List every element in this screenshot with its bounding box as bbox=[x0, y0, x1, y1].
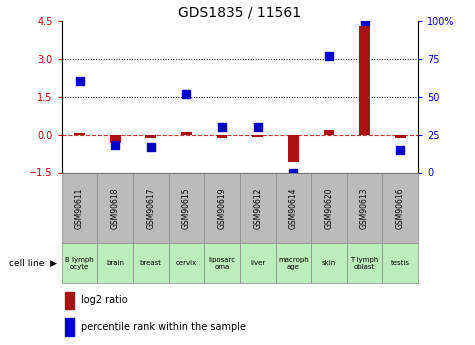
Bar bbox=[347, 172, 382, 243]
Text: GSM90617: GSM90617 bbox=[146, 187, 155, 229]
Bar bbox=[181, 132, 192, 135]
Bar bbox=[169, 172, 204, 243]
Text: brain: brain bbox=[106, 260, 124, 266]
Bar bbox=[133, 172, 169, 243]
Bar bbox=[145, 135, 156, 138]
Bar bbox=[240, 172, 276, 243]
Bar bbox=[311, 243, 347, 283]
Bar bbox=[288, 135, 299, 162]
Text: liposarc
oma: liposarc oma bbox=[209, 257, 236, 269]
Bar bbox=[217, 135, 228, 138]
Text: GSM90619: GSM90619 bbox=[218, 187, 227, 229]
Bar bbox=[311, 172, 347, 243]
Bar bbox=[97, 172, 133, 243]
Bar bbox=[252, 135, 263, 137]
Text: GSM90614: GSM90614 bbox=[289, 187, 298, 229]
Bar bbox=[323, 130, 334, 135]
Bar bbox=[359, 26, 370, 135]
Text: GSM90611: GSM90611 bbox=[75, 187, 84, 228]
Bar bbox=[347, 243, 382, 283]
Bar bbox=[395, 135, 406, 138]
Point bbox=[289, 170, 297, 175]
Text: macroph
age: macroph age bbox=[278, 257, 309, 269]
Bar bbox=[204, 243, 240, 283]
Text: percentile rank within the sample: percentile rank within the sample bbox=[81, 322, 247, 332]
Point bbox=[76, 79, 84, 84]
Bar bbox=[110, 135, 121, 144]
Bar bbox=[62, 172, 97, 243]
Bar bbox=[65, 318, 74, 336]
Point bbox=[361, 18, 369, 23]
Text: cell line  ▶: cell line ▶ bbox=[9, 258, 57, 268]
Text: cervix: cervix bbox=[176, 260, 197, 266]
Point bbox=[396, 147, 404, 152]
Point bbox=[254, 124, 261, 130]
Text: GSM90616: GSM90616 bbox=[396, 187, 405, 229]
Bar bbox=[65, 292, 74, 309]
Point bbox=[111, 142, 119, 148]
Point bbox=[325, 53, 332, 58]
Text: GSM90613: GSM90613 bbox=[360, 187, 369, 229]
Point bbox=[218, 124, 226, 130]
Text: liver: liver bbox=[250, 260, 266, 266]
Bar bbox=[382, 172, 418, 243]
Text: GSM90620: GSM90620 bbox=[324, 187, 333, 229]
Text: testis: testis bbox=[390, 260, 409, 266]
Bar bbox=[276, 172, 311, 243]
Bar bbox=[169, 243, 204, 283]
Text: GSM90615: GSM90615 bbox=[182, 187, 191, 229]
Bar bbox=[276, 243, 311, 283]
Bar bbox=[97, 243, 133, 283]
Bar bbox=[133, 243, 169, 283]
Bar bbox=[62, 243, 97, 283]
Text: skin: skin bbox=[322, 260, 336, 266]
Bar bbox=[240, 243, 276, 283]
Text: B lymph
ocyte: B lymph ocyte bbox=[65, 257, 94, 269]
Text: GSM90612: GSM90612 bbox=[253, 187, 262, 228]
Text: T lymph
oblast: T lymph oblast bbox=[351, 257, 379, 269]
Point bbox=[147, 144, 155, 149]
Text: GSM90618: GSM90618 bbox=[111, 187, 120, 228]
Text: log2 ratio: log2 ratio bbox=[81, 296, 128, 305]
Bar bbox=[204, 172, 240, 243]
Title: GDS1835 / 11561: GDS1835 / 11561 bbox=[178, 6, 302, 20]
Point bbox=[182, 91, 190, 96]
Text: breast: breast bbox=[140, 260, 162, 266]
Bar bbox=[74, 133, 85, 135]
Bar bbox=[382, 243, 418, 283]
